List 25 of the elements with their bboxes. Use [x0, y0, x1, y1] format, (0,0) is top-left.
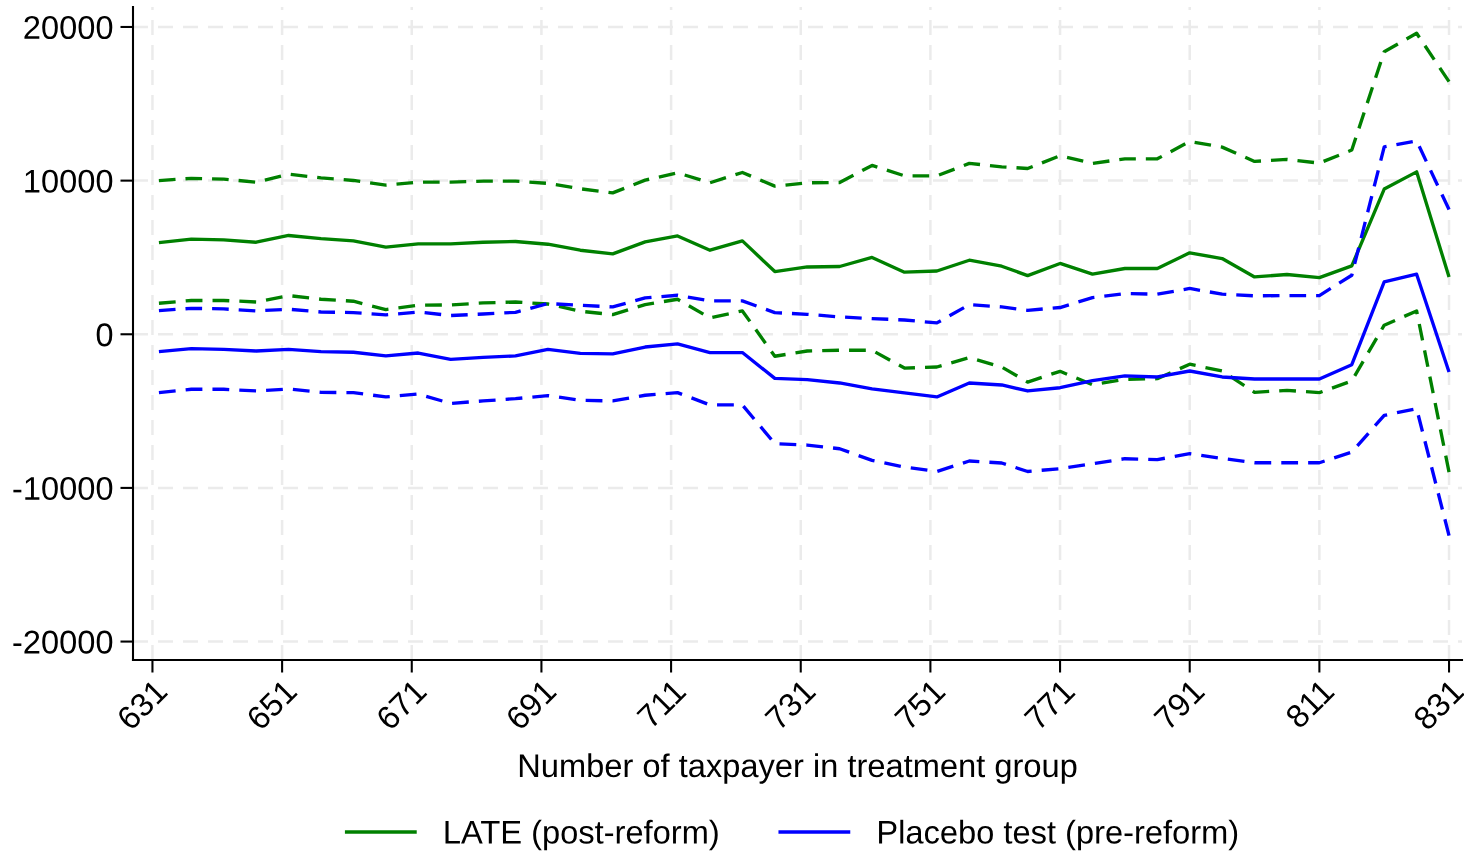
x-axis-title: Number of taxpayer in treatment group [519, 753, 1077, 784]
x-tick-label: 731 [764, 678, 817, 731]
x-tick-label: 711 [636, 678, 687, 730]
x-tick-label: 631 [115, 678, 169, 731]
x-tick-label: 831 [1412, 678, 1464, 732]
x-tick-label: 811 [1284, 678, 1336, 730]
line-series [157, 272, 1451, 399]
legend-label: LATE (post-reform) [445, 819, 718, 851]
x-tick-label: 751 [893, 678, 947, 731]
x-tick-label: 691 [504, 678, 558, 731]
y-tick-label: 10000 [25, 169, 113, 193]
line-series [157, 387, 1451, 538]
legend-label: Placebo test (pre-reform) [879, 819, 1238, 851]
x-tick-label: 671 [375, 678, 428, 731]
y-tick-label: -20000 [13, 630, 113, 654]
x-tick-label: 791 [1153, 678, 1206, 731]
y-tick-label: 20000 [24, 16, 113, 40]
line-series [157, 170, 1451, 280]
x-tick-label: 651 [245, 678, 298, 731]
line-series [157, 31, 1451, 195]
line-series [157, 293, 1451, 474]
y-tick-label: 0 [96, 323, 113, 347]
x-tick-label: 771 [1023, 678, 1076, 731]
y-tick-label: -10000 [13, 476, 113, 501]
line-series [157, 139, 1451, 325]
